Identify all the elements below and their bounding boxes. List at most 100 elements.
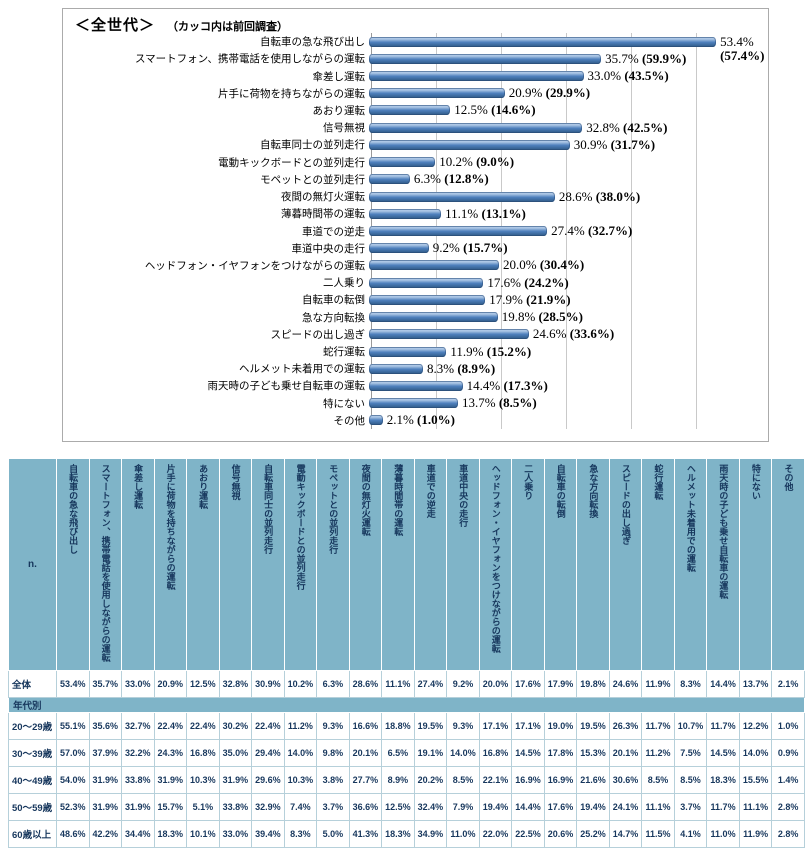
chart-value-label: 9.2% (15.7%) bbox=[432, 240, 508, 256]
table-cell: 11.1% bbox=[738, 793, 773, 821]
table-cell: 20.2% bbox=[413, 766, 448, 794]
chart-category-label: 自転車の急な飛び出し bbox=[260, 36, 365, 49]
chart-value-label: 27.4% (32.7%) bbox=[551, 223, 633, 239]
table-cell: 22.4% bbox=[251, 712, 285, 740]
table-cell: 3.7% bbox=[673, 793, 708, 821]
chart-row: 自転車同士の並列走行 30.9% (31.7%) bbox=[63, 136, 770, 153]
table-column-header: 急な方向転換 bbox=[576, 458, 610, 671]
table-row: 全体 53.4% 35.7% 33.0% 20.9% 12.5% 32.8% 30.9% 10.… bbox=[8, 670, 805, 698]
chart-value-label: 2.1% (1.0%) bbox=[386, 412, 455, 428]
table-cell: 57.0% bbox=[56, 739, 90, 767]
table-column-header-text: 車道中央の走行 bbox=[458, 464, 469, 527]
table-cell: 12.2% bbox=[738, 712, 773, 740]
chart-category-label: 信号無視 bbox=[323, 122, 365, 135]
chart-bar bbox=[369, 363, 423, 374]
table-cell: 26.3% bbox=[608, 712, 643, 740]
chart-category-label: 自転車の転倒 bbox=[302, 294, 365, 307]
table-column-header-text: 夜間の無灯火運転 bbox=[360, 464, 371, 536]
table-cell: 19.8% bbox=[576, 670, 610, 698]
table-cell: 16.9% bbox=[511, 766, 545, 794]
table-cell: 30.9% bbox=[251, 670, 285, 698]
chart-category-label: ヘッドフォン・イヤフォンをつけながらの運転 bbox=[144, 259, 365, 272]
table-cell: 8.3% bbox=[283, 820, 318, 848]
chart-value-label: 14.4% (17.3%) bbox=[466, 377, 548, 393]
table-cell: 7.4% bbox=[283, 793, 318, 821]
table-row: 20〜29歳 55.1% 35.6% 32.7% 22.4% 22.4% 30.2% 22.4… bbox=[8, 712, 805, 740]
table-column-header: 傘差し運転 bbox=[121, 458, 155, 671]
table-cell: 20.6% bbox=[543, 820, 578, 848]
table-cell: 54.0% bbox=[56, 766, 90, 794]
table-cell: 41.3% bbox=[348, 820, 383, 848]
table-cell: 14.5% bbox=[706, 739, 740, 767]
table-column-header: 車道中央の走行 bbox=[446, 458, 480, 671]
table-cell: 31.9% bbox=[153, 766, 188, 794]
table-cell: 15.7% bbox=[153, 793, 188, 821]
chart-row: 二人乗り 17.6% (24.2%) bbox=[63, 274, 770, 291]
chart-category-label: 片手に荷物を持ちながらの運転 bbox=[218, 87, 365, 100]
table-cell: 18.3% bbox=[153, 820, 188, 848]
table-body: 全体 53.4% 35.7% 33.0% 20.9% 12.5% 32.8% 30.9% 10.… bbox=[8, 670, 805, 848]
chart-value-label: 28.6% (38.0%) bbox=[558, 188, 641, 204]
chart-bar bbox=[369, 105, 451, 116]
chart-bar bbox=[369, 329, 529, 340]
table-cell: 31.9% bbox=[121, 793, 155, 821]
table-cell: 35.6% bbox=[88, 712, 123, 740]
table-cell: 11.0% bbox=[706, 820, 740, 848]
chart-value-label: 13.7% (8.5%) bbox=[462, 395, 537, 411]
table-cell: 52.3% bbox=[56, 793, 90, 821]
chart-title: ＜全世代＞ bbox=[75, 17, 156, 34]
chart-bar bbox=[369, 174, 410, 185]
table-cell: 6.3% bbox=[316, 670, 350, 698]
chart-category-label: 二人乗り bbox=[323, 277, 365, 290]
chart-value-label: 10.2% (9.0%) bbox=[439, 154, 515, 170]
table-cell: 17.6% bbox=[511, 670, 545, 698]
chart-category-label: 蛇行運転 bbox=[323, 346, 365, 359]
chart-category-label: 車道中央の走行 bbox=[291, 242, 366, 255]
chart-row: 自転車の急な飛び出し 53.4% (57.4%) bbox=[63, 33, 770, 62]
table-cell: 22.5% bbox=[511, 820, 545, 848]
table-cell: 9.3% bbox=[446, 712, 480, 740]
table-column-header: スマートフォン、携帯電話を使用しながらの運転 bbox=[88, 458, 123, 671]
chart-bar bbox=[369, 277, 484, 288]
table-section-row: 年代別 bbox=[8, 697, 805, 713]
table-cell: 2.8% bbox=[771, 820, 805, 848]
table-cell: 19.5% bbox=[576, 712, 610, 740]
table-cell: 48.6% bbox=[56, 820, 90, 848]
chart-value-label: 20.9% (29.9%) bbox=[508, 85, 591, 101]
table-header: n. 自転車の急な飛び出し スマートフォン、携帯電話を使用しながらの運転 傘差し運転 片… bbox=[8, 458, 805, 671]
table-cell: 14.4% bbox=[511, 793, 545, 821]
chart-row: 薄暮時間帯の運転 11.1% (13.1%) bbox=[63, 205, 770, 222]
table-column-header-text: 自転車同士の並列走行 bbox=[263, 464, 274, 554]
table-row-label: 40〜49歳 bbox=[8, 766, 57, 794]
table-column-header-text: 信号無視 bbox=[230, 464, 241, 500]
table-column-header-text: モペットとの並列走行 bbox=[328, 464, 339, 554]
table-column-header: あおり運転 bbox=[186, 458, 220, 671]
table-cell: 18.8% bbox=[381, 712, 415, 740]
table-cell: 24.3% bbox=[153, 739, 188, 767]
table-cell: 34.4% bbox=[121, 820, 155, 848]
chart-note: （カッコ内は前回調査） bbox=[167, 21, 289, 33]
table-column-header: その他 bbox=[771, 458, 805, 671]
table-row-label: 全体 bbox=[8, 670, 57, 698]
table-column-header: 自転車同士の並列走行 bbox=[251, 458, 285, 671]
table-cell: 4.1% bbox=[673, 820, 708, 848]
table-cell: 3.8% bbox=[316, 766, 350, 794]
chart-row: 車道中央の走行 9.2% (15.7%) bbox=[63, 240, 770, 257]
chart-bar bbox=[369, 157, 436, 168]
table-cell: 35.0% bbox=[218, 739, 253, 767]
table-row-label: 30〜39歳 bbox=[8, 739, 57, 767]
table-cell: 18.3% bbox=[381, 820, 415, 848]
table-column-header: モペットとの並列走行 bbox=[316, 458, 350, 671]
table-cell: 17.1% bbox=[511, 712, 545, 740]
table-cell: 27.7% bbox=[348, 766, 383, 794]
table-cell: 12.5% bbox=[186, 670, 220, 698]
table-cell: 8.5% bbox=[446, 766, 480, 794]
chart-bar bbox=[369, 53, 602, 64]
chart-category-label: 傘差し運転 bbox=[312, 70, 366, 83]
chart-value-label: 33.0% (43.5%) bbox=[587, 68, 669, 84]
table-column-header: スピードの出し過ぎ bbox=[608, 458, 643, 671]
table-row-label: 60歳以上 bbox=[8, 820, 57, 848]
chart-category-label: その他 bbox=[333, 414, 366, 427]
table-cell: 37.9% bbox=[88, 739, 123, 767]
table-cell: 32.9% bbox=[251, 793, 285, 821]
